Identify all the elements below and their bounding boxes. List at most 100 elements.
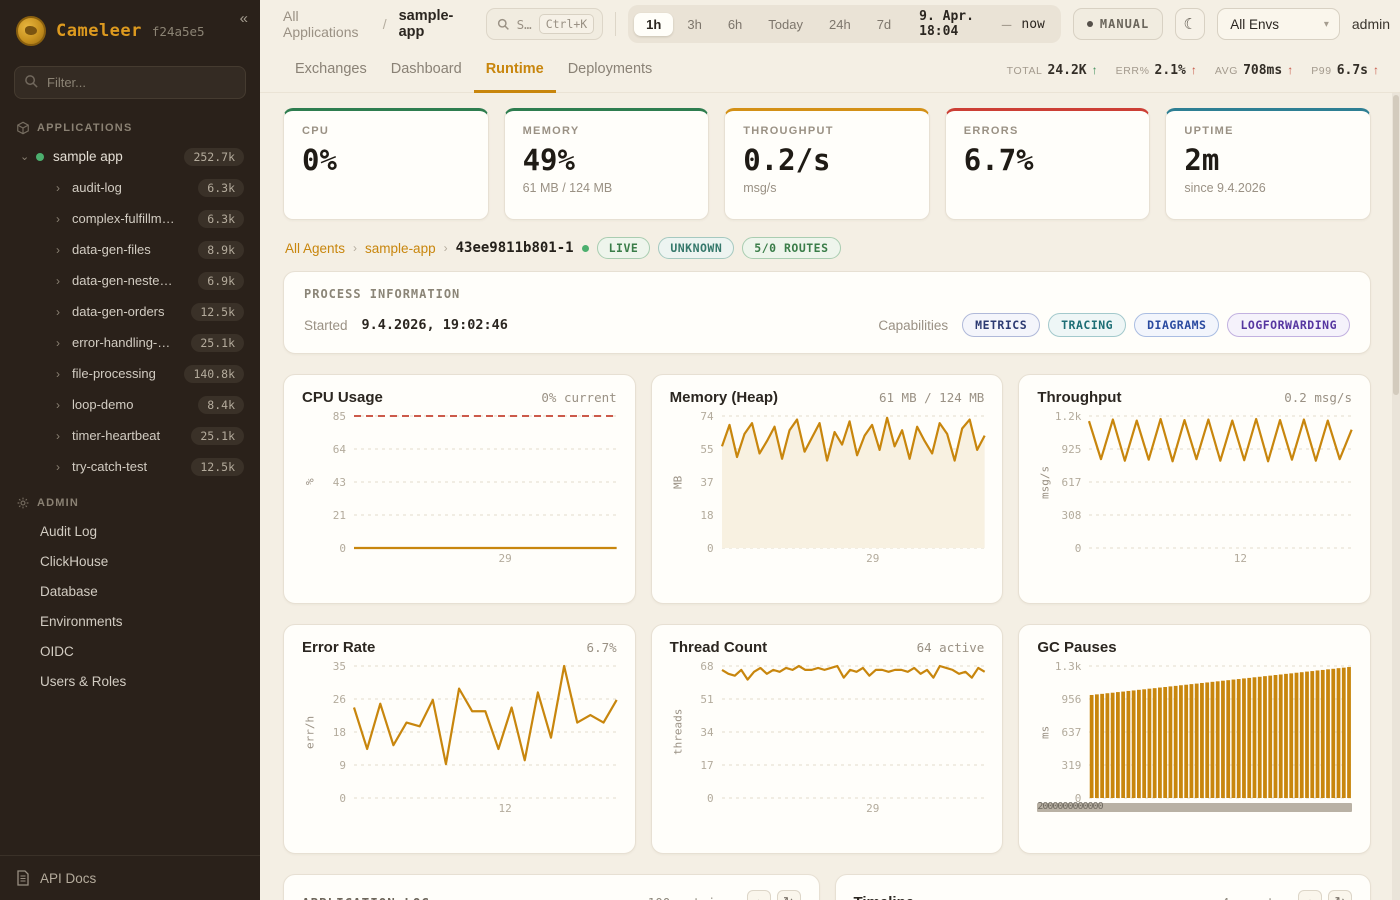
route-tree-item[interactable]: › error-handling-… 25.1k — [0, 327, 260, 358]
chevron-right-icon[interactable]: › — [56, 180, 60, 195]
plot-area: 29 — [722, 416, 985, 565]
tab-dashboard[interactable]: Dashboard — [390, 61, 462, 77]
admin-nav-item-audit-log[interactable]: Audit Log — [40, 523, 98, 539]
time-range-start[interactable]: 9. Apr. 18:04 — [919, 9, 974, 39]
metric-sub: 61 MB / 124 MB — [522, 181, 613, 195]
chart-thread-count: Thread Count 64 active threads 68 51 34 17 0 29 — [650, 624, 1004, 854]
chart-title: Thread Count — [669, 639, 768, 656]
breadcrumb-separator: / — [382, 16, 387, 32]
admin-nav-item-clickhouse[interactable]: ClickHouse — [40, 553, 109, 569]
search-icon — [497, 18, 509, 30]
route-tree-item[interactable]: › timer-heartbeat 25.1k — [0, 420, 260, 451]
y-tick: 85 — [332, 410, 346, 423]
y-tick: 35 — [332, 660, 346, 673]
route-tree-item[interactable]: › loop-demo 8.4k — [0, 389, 260, 420]
metric-sub: msg/s — [743, 181, 777, 195]
admin-nav-item-database[interactable]: Database — [40, 583, 98, 599]
routes-badge: 5/0 ROUTES — [742, 237, 841, 259]
route-tree-item[interactable]: › data-gen-files 8.9k — [0, 234, 260, 265]
agent-breadcrumb: All Agents › sample-app › 43ee9811b801-1… — [285, 237, 1371, 259]
y-tick: 18 — [332, 726, 346, 739]
y-tick: 0 — [339, 542, 346, 555]
manual-refresh-badge[interactable]: MANUAL — [1072, 8, 1164, 40]
count-badge: 6.9k — [198, 271, 244, 290]
search-button[interactable]: S… Ctrl+K — [485, 8, 604, 40]
chart-stat: 61 MB / 124 MB — [878, 390, 985, 405]
route-label: timer-heartbeat — [72, 428, 161, 443]
moon-icon: ☾ — [1183, 16, 1197, 33]
applications-header-label: APPLICATIONS — [37, 122, 133, 134]
time-range-button-1h[interactable]: 1h — [634, 12, 674, 36]
y-tick: 0 — [1074, 542, 1082, 555]
download-timeline-button[interactable]: ↓ — [1298, 890, 1322, 900]
chevron-right-icon: › — [353, 241, 358, 255]
app-tree-item-sample-app[interactable]: ⌄ sample app 252.7k — [0, 141, 260, 172]
topbar-divider — [615, 12, 617, 36]
chevron-right-icon[interactable]: › — [56, 273, 60, 288]
metric-sub: since 9.4.2026 — [1184, 181, 1266, 195]
chevron-right-icon[interactable]: › — [56, 428, 60, 443]
route-tree-item[interactable]: › try-catch-test 12.5k — [0, 451, 260, 482]
chart-gc-pauses: GC Pauses ms 1.3k 956 637 319 0 2000000000000 — [1018, 624, 1371, 854]
chevron-right-icon[interactable]: › — [56, 335, 60, 350]
y-axis-label: threads — [671, 708, 685, 756]
stat-value: 24.2K — [1047, 63, 1087, 78]
tab-exchanges[interactable]: Exchanges — [295, 61, 367, 77]
download-log-button[interactable]: ↓ — [746, 890, 771, 900]
chevron-right-icon[interactable]: › — [56, 211, 60, 226]
chevron-right-icon[interactable]: › — [56, 304, 60, 319]
admin-nav-item-environments[interactable]: Environments — [40, 613, 123, 629]
time-range-end[interactable]: now — [1021, 16, 1045, 32]
chevron-right-icon[interactable]: › — [56, 459, 60, 474]
stat-label: P99 — [1311, 65, 1332, 77]
admin-nav-item-oidc[interactable]: OIDC — [40, 643, 74, 659]
tab-deployments[interactable]: Deployments — [567, 61, 653, 77]
theme-toggle-button[interactable]: ☾ — [1175, 8, 1206, 40]
chevron-right-icon[interactable]: › — [56, 397, 60, 412]
scrollbar[interactable] — [1392, 93, 1400, 900]
route-label: audit-log — [72, 180, 122, 195]
count-badge: 6.3k — [198, 209, 244, 228]
timeline-panel: Timeline 4 events ↓ ↻ — [834, 874, 1371, 900]
filter-input[interactable] — [14, 66, 246, 99]
user-label[interactable]: admin — [1351, 16, 1391, 32]
time-range-button-today[interactable]: Today — [756, 13, 815, 36]
process-info-title: PROCESS INFORMATION — [304, 287, 461, 301]
chevron-right-icon[interactable]: › — [56, 366, 60, 381]
admin-nav-item-users-roles[interactable]: Users & Roles — [40, 673, 127, 689]
route-label: data-gen-orders — [72, 304, 165, 319]
sidebar-collapse-button[interactable]: « — [239, 10, 248, 27]
api-docs-link[interactable]: API Docs — [0, 855, 260, 900]
y-ticks: 85 64 43 21 0 — [318, 410, 354, 555]
env-select[interactable]: All Envs ▾ — [1217, 8, 1340, 40]
scrollbar-thumb[interactable] — [1393, 95, 1399, 395]
caret-down-icon: ▾ — [1323, 18, 1329, 30]
y-tick: 18 — [700, 509, 714, 522]
refresh-timeline-button[interactable]: ↻ — [1328, 890, 1352, 900]
route-tree-item[interactable]: › audit-log 6.3k — [0, 172, 260, 203]
agent-link-all-agents[interactable]: All Agents — [285, 240, 346, 256]
chevron-down-icon[interactable]: ⌄ — [20, 151, 30, 163]
count-badge: 6.3k — [198, 178, 244, 197]
agent-link-sample-app[interactable]: sample-app — [365, 240, 436, 256]
stat-label: ERR% — [1115, 65, 1150, 77]
route-tree-item[interactable]: › complex-fulfillm… 6.3k — [0, 203, 260, 234]
route-tree-item[interactable]: › file-processing 140.8k — [0, 358, 260, 389]
chevron-right-icon[interactable]: › — [56, 242, 60, 257]
capability-badge-logforwarding: LOGFORWARDING — [1227, 313, 1350, 337]
time-range-button-24h[interactable]: 24h — [817, 13, 863, 36]
tab-runtime[interactable]: Runtime — [473, 50, 556, 93]
time-range-button-7d[interactable]: 7d — [865, 13, 903, 36]
capability-badge-diagrams: DIAGRAMS — [1134, 313, 1220, 337]
time-range-button-3h[interactable]: 3h — [675, 13, 713, 36]
live-badge: LIVE — [596, 237, 651, 259]
count-badge: 12.5k — [191, 457, 244, 476]
route-tree-item[interactable]: › data-gen-orders 12.5k — [0, 296, 260, 327]
route-tree-item[interactable]: › data-gen-neste… 6.9k — [0, 265, 260, 296]
time-range-button-6h[interactable]: 6h — [716, 13, 754, 36]
breadcrumb-all-applications[interactable]: All Applications — [283, 8, 359, 40]
y-tick: 34 — [700, 726, 714, 739]
route-label: data-gen-neste… — [72, 273, 173, 288]
refresh-log-button[interactable]: ↻ — [776, 890, 801, 900]
plot-area: 12 — [354, 666, 617, 815]
